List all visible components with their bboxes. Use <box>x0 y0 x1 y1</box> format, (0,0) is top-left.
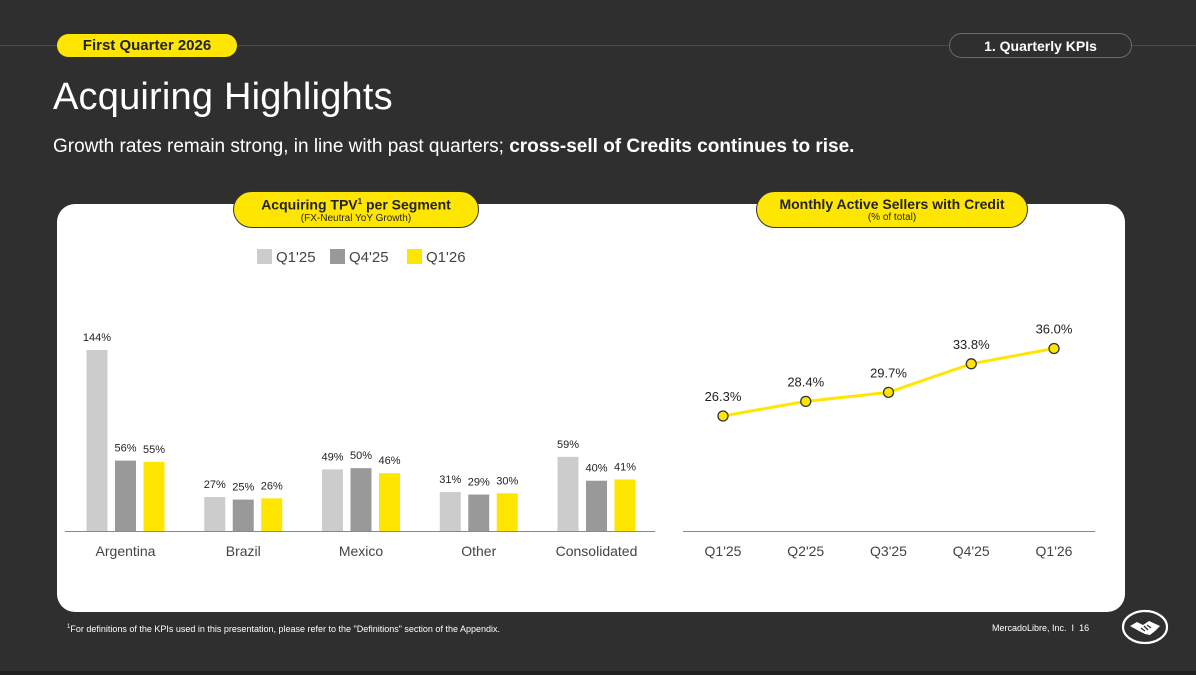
bar-data-label-1-2: 26% <box>261 480 283 492</box>
bar-1-1 <box>232 499 254 531</box>
charts-card <box>57 204 1125 612</box>
line-data-label-4: 36.0% <box>1036 322 1073 337</box>
page-number: 16 <box>1079 623 1090 633</box>
legend-swatch-2 <box>407 249 422 264</box>
bar-category-label-4: Consolidated <box>556 543 638 559</box>
page-title: Acquiring Highlights <box>53 76 393 118</box>
line-series-path <box>722 347 1055 418</box>
legend-swatch-0 <box>257 249 272 264</box>
line-data-label-0: 26.3% <box>705 389 742 404</box>
line-chart-title-badge: Monthly Active Sellers with Credit (% of… <box>756 191 1028 228</box>
bar-chart-title: Acquiring TPV1 per Segment <box>261 196 451 213</box>
bar-data-label-0-0: 144% <box>83 332 111 344</box>
subtitle-bold: cross-sell of Credits continues to rise. <box>509 136 855 157</box>
bar-1-0 <box>204 497 226 531</box>
bar-data-label-0-2: 55% <box>143 444 165 456</box>
bar-3-1 <box>468 494 490 531</box>
bar-2-1 <box>350 468 372 531</box>
line-point-2 <box>882 386 895 398</box>
bar-2-2 <box>379 473 400 531</box>
bar-data-label-1-1: 25% <box>232 482 254 494</box>
bar-data-label-1-0: 27% <box>204 479 226 491</box>
line-point-0 <box>717 410 729 422</box>
bar-2-0 <box>322 469 343 531</box>
bar-data-label-2-1: 50% <box>350 450 372 462</box>
bar-data-label-3-2: 30% <box>496 475 518 487</box>
line-category-label-4: Q1'26 <box>1036 543 1073 559</box>
line-category-label-3: Q4'25 <box>953 543 990 559</box>
bar-chart-title-badge: Acquiring TPV1 per Segment (FX-Neutral Y… <box>233 191 479 228</box>
bar-1-2 <box>261 498 283 531</box>
bar-chart-subtitle: (FX-Neutral YoY Growth) <box>300 212 412 224</box>
bar-data-label-4-1: 40% <box>585 463 607 475</box>
bar-data-label-3-1: 29% <box>468 477 490 489</box>
brand-footer: MercadoLibre, Inc. I 16 <box>992 623 1090 633</box>
footnote-marker: 1 <box>67 624 71 630</box>
bar-data-label-3-0: 31% <box>439 474 461 486</box>
period-badge: First Quarter 2026 <box>57 34 237 57</box>
bar-data-label-4-2: 41% <box>614 461 636 473</box>
bottom-bar <box>0 671 1196 675</box>
period-label: First Quarter 2026 <box>82 37 212 54</box>
legend-label-1: Q4'25 <box>349 249 389 266</box>
header-divider <box>0 45 1196 46</box>
legend-label-0: Q1'25 <box>276 249 316 266</box>
bar-4-0 <box>557 456 579 531</box>
line-point-4 <box>1048 342 1060 355</box>
section-label: 1. Quarterly KPIs <box>984 37 1097 54</box>
line-category-label-0: Q1'25 <box>705 543 742 559</box>
line-point-1 <box>800 395 812 408</box>
bar-category-label-1: Brazil <box>226 543 261 559</box>
bar-category-label-0: Argentina <box>96 543 156 559</box>
section-tab[interactable]: 1. Quarterly KPIs <box>949 33 1132 58</box>
bar-data-label-2-0: 49% <box>321 451 343 463</box>
line-chart-title: Monthly Active Sellers with Credit <box>779 195 1005 212</box>
bar-0-2 <box>143 461 165 531</box>
bar-3-0 <box>439 492 461 531</box>
handshake-logo-icon <box>1121 609 1169 645</box>
line-point-3 <box>965 358 977 370</box>
line-category-label-1: Q2'25 <box>787 543 824 559</box>
legend-swatch-1 <box>330 249 345 264</box>
bar-data-label-4-0: 59% <box>557 439 579 451</box>
bar-0-0 <box>86 350 108 531</box>
bar-category-label-2: Mexico <box>339 543 384 559</box>
bar-3-2 <box>496 493 518 531</box>
bar-data-label-0-1: 56% <box>114 443 136 455</box>
subtitle-regular: Growth rates remain strong, in line with… <box>53 136 510 157</box>
bar-0-1 <box>115 460 136 531</box>
line-category-label-2: Q3'25 <box>870 543 907 559</box>
line-data-label-3: 33.8% <box>953 337 990 352</box>
bar-category-label-3: Other <box>461 543 496 559</box>
bar-4-1 <box>586 480 607 531</box>
footnote: 1For definitions of the KPIs used in thi… <box>67 624 500 634</box>
legend-label-2: Q1'26 <box>426 249 466 266</box>
bar-4-2 <box>614 479 636 531</box>
line-chart-subtitle: (% of total) <box>867 211 917 223</box>
page-subtitle: Growth rates remain strong, in line with… <box>53 136 854 158</box>
bar-data-label-2-2: 46% <box>378 455 400 467</box>
company-name: MercadoLibre, Inc. <box>992 623 1067 633</box>
line-data-label-1: 28.4% <box>787 374 824 389</box>
line-data-label-2: 29.7% <box>870 365 907 380</box>
footnote-text: For definitions of the KPIs used in this… <box>70 624 500 634</box>
